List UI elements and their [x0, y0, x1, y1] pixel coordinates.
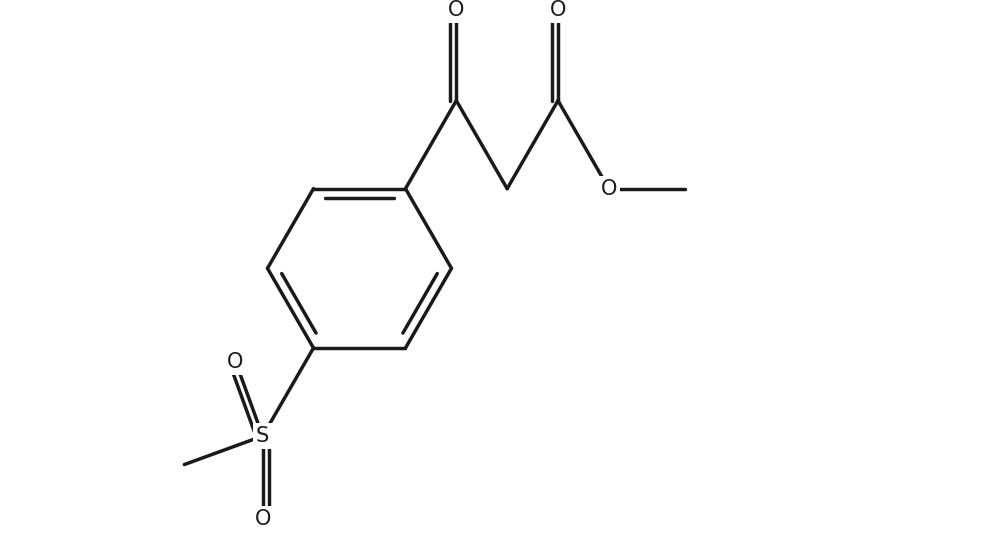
Text: O: O [227, 352, 243, 371]
Text: O: O [254, 509, 271, 529]
Text: O: O [601, 178, 617, 199]
Text: O: O [550, 1, 566, 20]
Text: O: O [448, 1, 465, 20]
Text: S: S [256, 426, 269, 446]
